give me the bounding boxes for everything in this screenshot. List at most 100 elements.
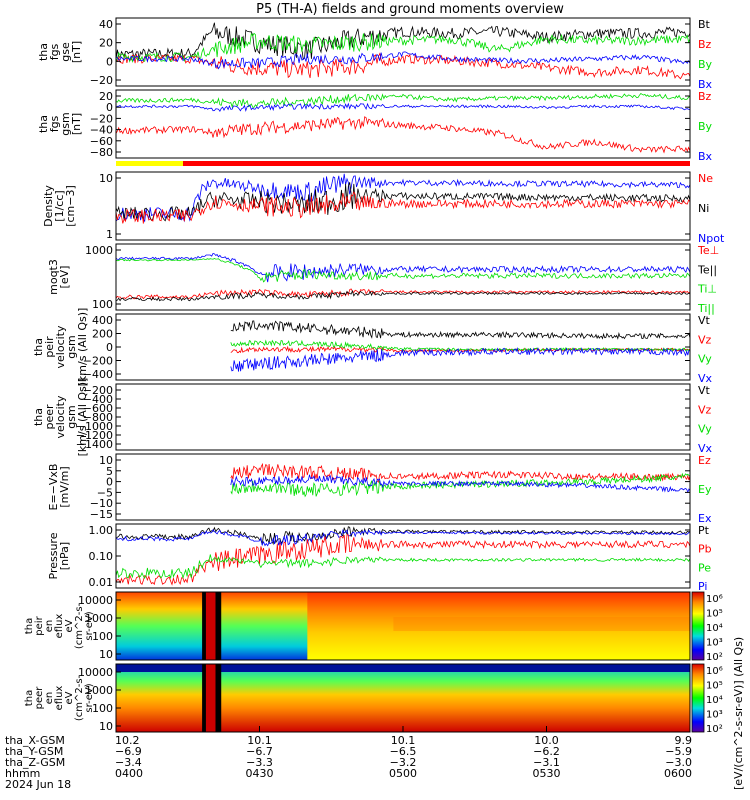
legend-entry: Ti⊥ [697, 283, 717, 296]
y-tick-label: −400 [83, 393, 113, 406]
y-tick-label: 100 [92, 630, 113, 643]
legend-entry: Npot [698, 232, 725, 245]
series-ne-line [115, 191, 691, 224]
ephemeris-value: 10.2 [115, 734, 140, 747]
legend-entry: Vt [698, 384, 711, 397]
ephemeris-row-label: tha_Y-GSM [5, 745, 63, 758]
y-axis-label: tha [37, 115, 50, 133]
spectrogram-band [393, 617, 690, 631]
colorbar-label: [eV/(cm^2-s-sr-eV)] (All Qs) [732, 637, 745, 790]
colorbar-tick-label: 10⁶ [706, 594, 723, 605]
legend-entry: Vx [698, 372, 713, 385]
y-tick-label: 0 [106, 341, 113, 354]
mode-bar-yellow [116, 161, 183, 166]
legend-entry: Pe [698, 561, 711, 574]
colorbar-tick-label: 10³ [706, 710, 723, 721]
y-axis-label: velocity [54, 325, 67, 368]
legend-entry: By [698, 58, 713, 71]
y-axis-label: [mV/m] [58, 466, 71, 507]
y-tick-label: 0.10 [89, 550, 114, 563]
y-axis-label: (cm^2-s- [74, 602, 85, 649]
y-axis-label: [cm−3] [64, 185, 77, 227]
panel-frame [115, 591, 691, 661]
colorbar-tick-label: 10⁵ [706, 609, 723, 620]
legend-entry: Te⊥ [697, 244, 719, 257]
y-axis-label: velocity [54, 395, 67, 438]
legend-entry: Vz [698, 333, 712, 346]
y-tick-label: −60 [90, 135, 113, 148]
legend-entry: Ti|| [697, 302, 715, 315]
ephemeris-value: −6.7 [246, 745, 273, 758]
y-tick-label: 1 [106, 228, 113, 241]
y-tick-label: 5 [106, 465, 113, 478]
series-pi-line [115, 528, 691, 547]
y-axis-label: eflux [54, 686, 65, 711]
series-vy-line [230, 339, 691, 352]
y-axis-label: gsm [65, 335, 78, 358]
colorbar-tick-label: 10⁶ [706, 666, 723, 677]
panel-frame [115, 17, 691, 87]
y-tick-label: −15 [90, 508, 113, 521]
y-tick-label: −10 [90, 497, 113, 510]
y-tick-label: −1000 [76, 420, 113, 433]
time-axis [115, 726, 691, 732]
y-tick-label: 1000 [85, 612, 113, 625]
y-axis-label: [nT] [70, 113, 83, 135]
panel-frame [115, 313, 691, 381]
y-axis-label: tha [37, 43, 50, 61]
panel-press: 1.00 0.10 0.01 Pressure[nPa] Pt Pb Pe Pi [47, 523, 712, 593]
legend-entry: Bz [698, 38, 712, 51]
y-axis-label: Density [42, 185, 55, 227]
series-bt-line [115, 22, 691, 61]
y-axis-label: sr-eV) [84, 611, 95, 640]
y-axis-label: [1/cc] [53, 190, 66, 221]
y-tick-label: 40 [99, 18, 113, 31]
y-tick-label: 10000 [78, 666, 113, 679]
panel-dens: 10 1 Density[1/cc][cm−3] Ne Ni Npot [42, 171, 725, 245]
ephemeris-row-label: tha_Z-GSM [5, 756, 65, 769]
ephemeris-value: −3.3 [246, 756, 273, 769]
colorbar-tick-label: 10² [706, 724, 723, 735]
y-axis-label: fgs [48, 43, 61, 60]
y-axis-label: gse [59, 42, 72, 62]
y-axis-label: [eV] [58, 266, 71, 289]
legend-entry: Vt [698, 314, 711, 327]
y-axis-label: eV [64, 619, 75, 632]
legend-entry: Ey [698, 483, 712, 496]
y-tick-label: −20 [90, 112, 113, 125]
y-axis-label: gsm [59, 112, 72, 135]
y-axis-label: E=−VxB [47, 464, 60, 511]
y-tick-label: 10 [99, 454, 113, 467]
legend-entry: Pt [698, 524, 710, 537]
y-tick-label: 0 [106, 101, 113, 114]
y-tick-label: −20 [90, 74, 113, 87]
ephemeris-value: 0600 [664, 767, 692, 780]
series-ti-line [115, 289, 691, 302]
y-tick-label: 1.00 [89, 524, 114, 537]
ephemeris-value: 10.1 [247, 734, 272, 747]
y-axis-label: gsm [65, 405, 78, 428]
ephemeris-value: −6.2 [533, 745, 560, 758]
panel-frame [115, 243, 691, 311]
y-axis-label: [km/s (All Qs)] [76, 308, 89, 387]
spectrogram-noise-band [116, 664, 690, 672]
y-tick-label: −600 [83, 402, 113, 415]
series-bx-line [115, 51, 691, 70]
ephemeris-value: −3.2 [390, 756, 417, 769]
y-axis-label: [km/s (All Qs)] [76, 378, 89, 457]
series-pe-line [115, 554, 691, 580]
y-tick-label: 0 [106, 55, 113, 68]
panel-frame [115, 171, 691, 241]
ephemeris-value: −5.9 [665, 745, 692, 758]
y-tick-label: 100 [92, 298, 113, 311]
y-tick-label: 400 [92, 314, 113, 327]
y-tick-label: 0 [106, 476, 113, 489]
ephemeris-row-label: hhmm [5, 767, 40, 780]
ephemeris-value: −3.1 [533, 756, 560, 769]
ephemeris-value: 0530 [533, 767, 561, 780]
colorbar-tick-label: 10² [706, 652, 723, 663]
